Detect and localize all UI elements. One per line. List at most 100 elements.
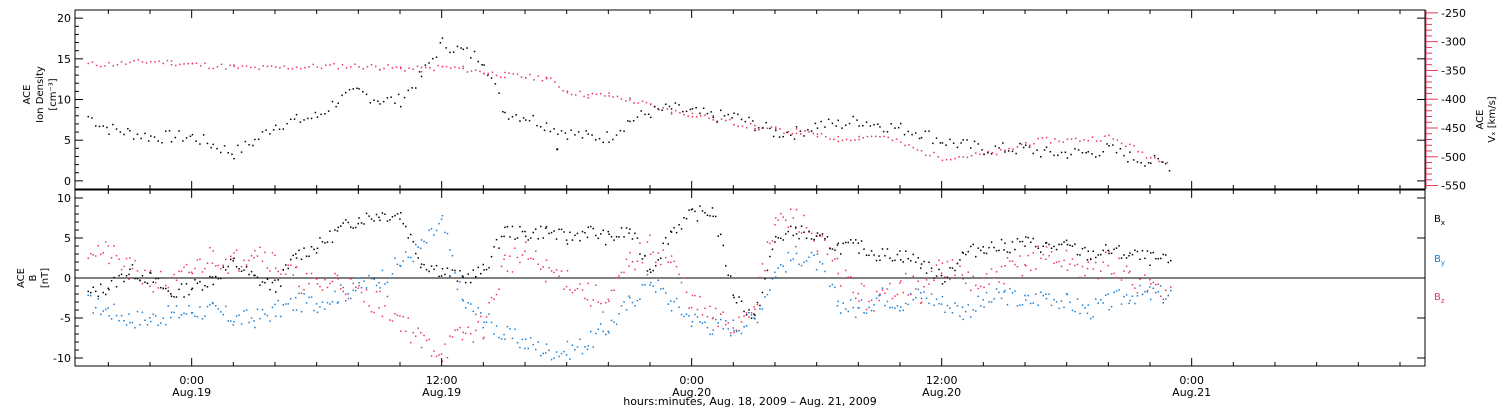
bz-point	[370, 311, 373, 313]
legend-entry: By	[1434, 254, 1445, 267]
by-point	[920, 292, 922, 294]
bx-point	[152, 281, 154, 283]
bz-point	[870, 299, 873, 301]
density-point	[723, 115, 726, 117]
bx-point	[134, 277, 136, 280]
bz-point	[754, 308, 756, 311]
bz-point	[420, 331, 422, 334]
bx-point	[970, 245, 972, 248]
velocity-point	[395, 66, 398, 68]
density-point	[790, 134, 792, 136]
bz-point	[602, 311, 604, 313]
bz-point	[1011, 260, 1014, 262]
bx-point	[475, 276, 477, 278]
bx-point	[886, 248, 889, 250]
bx-point	[449, 275, 451, 277]
bx-point	[938, 268, 940, 271]
by-point	[129, 321, 131, 324]
velocity-point	[91, 61, 94, 63]
density-point	[945, 144, 947, 146]
density-point	[1095, 156, 1097, 158]
density-point	[731, 117, 733, 119]
bx-point	[915, 261, 917, 263]
by-point	[180, 314, 183, 316]
bz-point	[605, 301, 607, 304]
bx-point	[105, 293, 107, 296]
by-point	[875, 297, 878, 300]
bx-point	[644, 254, 646, 257]
bz-point	[191, 272, 194, 275]
velocity-point	[1095, 140, 1098, 142]
density-point	[536, 124, 538, 127]
density-point	[827, 118, 830, 121]
density-point	[98, 125, 101, 128]
by-point	[725, 320, 727, 322]
by-point	[771, 278, 774, 280]
bz-point	[1040, 257, 1042, 260]
velocity-point	[400, 67, 402, 70]
bz-point	[136, 270, 139, 272]
velocity-point	[100, 65, 102, 68]
bz-point	[141, 283, 144, 285]
by-point	[368, 274, 370, 277]
by-point	[232, 324, 234, 326]
bx-point	[920, 263, 923, 265]
bx-point	[777, 237, 779, 239]
by-point	[329, 303, 331, 305]
velocity-point	[275, 66, 277, 68]
velocity-point	[508, 72, 510, 74]
b-axis-title-line: ACE	[16, 268, 27, 288]
by-point	[990, 301, 993, 303]
bx-point	[560, 228, 563, 231]
density-point	[220, 151, 222, 154]
bz-point	[444, 343, 446, 345]
by-point	[308, 296, 310, 299]
bx-point	[368, 215, 370, 217]
density-point	[574, 134, 576, 136]
bx-point	[95, 290, 97, 293]
by-point	[808, 256, 810, 258]
by-point	[1113, 291, 1115, 293]
density-point	[265, 129, 267, 131]
bx-point	[771, 248, 774, 251]
bx-point	[1146, 250, 1149, 252]
bz-point	[819, 233, 821, 236]
bz-point	[699, 296, 701, 298]
bz-point	[324, 279, 326, 281]
density-point	[123, 133, 125, 136]
bx-point	[951, 267, 954, 269]
bz-point	[1170, 286, 1172, 288]
bz-point	[1053, 262, 1055, 265]
by-point	[816, 253, 819, 255]
bz-point	[280, 273, 282, 275]
velocity-point	[662, 107, 664, 109]
density-point	[941, 142, 944, 144]
bx-point	[597, 237, 599, 240]
bz-point	[665, 256, 667, 259]
bz-point	[847, 276, 849, 278]
density-point	[345, 91, 347, 94]
by-point	[1155, 291, 1157, 294]
bx-point	[678, 224, 680, 226]
velocity-point	[195, 62, 198, 64]
density-point	[272, 129, 275, 131]
bx-point	[574, 234, 576, 237]
bx-point	[1123, 254, 1125, 256]
bx-point	[256, 276, 259, 278]
bz-point	[836, 257, 839, 260]
by-point	[1040, 291, 1042, 293]
velocity-point	[287, 67, 289, 70]
by-point	[717, 322, 719, 324]
bz-point	[579, 283, 581, 285]
by-point	[264, 313, 266, 315]
by-point	[857, 307, 859, 309]
by-point	[379, 287, 381, 289]
density-axis-title-line: [cm⁻³]	[48, 78, 59, 110]
velocity-tick-label: -350	[1441, 64, 1466, 77]
density-point	[115, 128, 118, 130]
bx-point	[715, 215, 717, 218]
bz-point	[504, 254, 506, 256]
velocity-point	[995, 153, 998, 156]
by-point	[558, 355, 560, 358]
bz-point	[500, 265, 503, 268]
